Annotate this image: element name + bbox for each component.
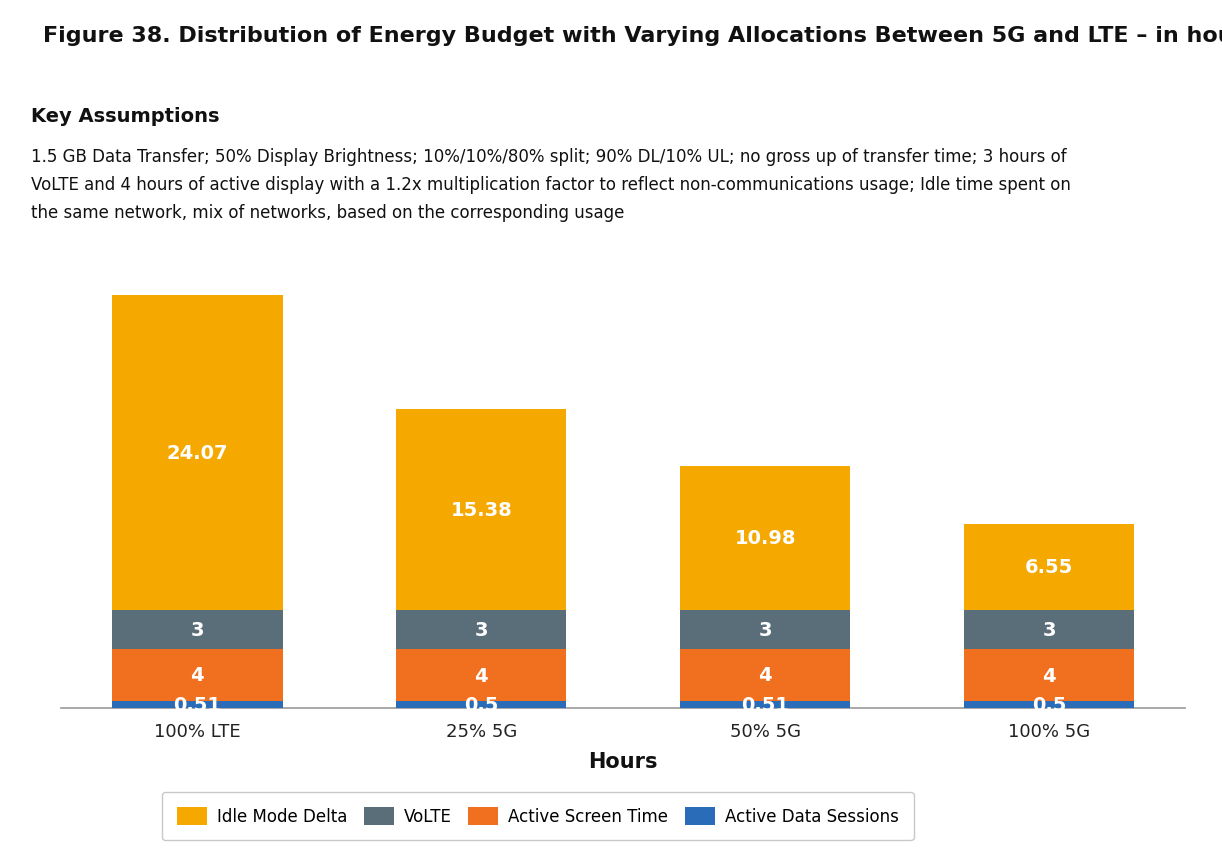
Bar — [679, 467, 851, 610]
Bar — [396, 610, 567, 649]
Text: 24.07: 24.07 — [166, 444, 229, 462]
Text: 6.55: 6.55 — [1025, 558, 1073, 577]
Text: 3: 3 — [474, 620, 488, 639]
Bar — [679, 610, 851, 649]
Text: 4: 4 — [474, 666, 488, 685]
Bar — [964, 649, 1134, 701]
Bar — [679, 649, 851, 701]
Text: 0.5: 0.5 — [1031, 695, 1067, 714]
Bar — [112, 701, 282, 708]
Text: 15.38: 15.38 — [451, 500, 512, 519]
Bar — [964, 525, 1134, 610]
Bar — [964, 610, 1134, 649]
Text: 3: 3 — [191, 620, 204, 639]
Bar — [396, 649, 567, 701]
Text: Figure 38. Distribution of Energy Budget with Varying Allocations Between 5G and: Figure 38. Distribution of Energy Budget… — [43, 26, 1222, 45]
Text: 4: 4 — [759, 665, 772, 685]
Bar — [112, 610, 282, 649]
Text: Key Assumptions: Key Assumptions — [31, 107, 219, 125]
Bar — [396, 701, 567, 708]
Text: 3: 3 — [759, 620, 772, 639]
Text: 3: 3 — [1042, 620, 1056, 639]
Text: 0.51: 0.51 — [742, 695, 789, 714]
Bar — [679, 701, 851, 708]
Bar — [964, 701, 1134, 708]
Text: 0.5: 0.5 — [464, 695, 499, 714]
Bar — [112, 649, 282, 701]
Text: 10.98: 10.98 — [734, 529, 796, 548]
Text: 4: 4 — [191, 665, 204, 685]
Bar — [112, 295, 282, 610]
X-axis label: Hours: Hours — [589, 751, 657, 771]
Legend: Idle Mode Delta, VoLTE, Active Screen Time, Active Data Sessions: Idle Mode Delta, VoLTE, Active Screen Ti… — [161, 792, 914, 840]
Bar — [396, 409, 567, 610]
Text: 4: 4 — [1042, 666, 1056, 685]
Text: 1.5 GB Data Transfer; 50% Display Brightness; 10%/10%/80% split; 90% DL/10% UL; : 1.5 GB Data Transfer; 50% Display Bright… — [31, 148, 1070, 222]
Text: 0.51: 0.51 — [174, 695, 221, 714]
